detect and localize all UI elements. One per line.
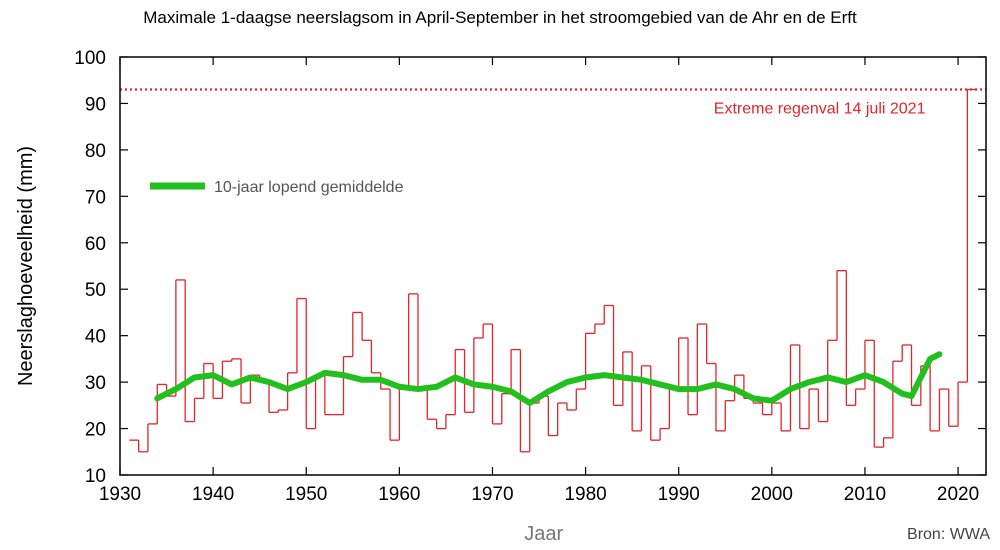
y-tick-label: 90 <box>85 94 106 115</box>
x-tick-label: 2020 <box>937 484 979 505</box>
x-tick-label: 1930 <box>99 484 141 505</box>
y-tick-label: 10 <box>85 466 106 487</box>
y-axis-label: Neerslaghoeveelheid (mm) <box>15 146 37 386</box>
y-tick-label: 100 <box>74 48 106 69</box>
x-axis-label: Jaar <box>524 523 563 545</box>
x-tick-label: 2010 <box>844 484 886 505</box>
y-tick-label: 50 <box>85 280 106 301</box>
y-tick-label: 60 <box>85 234 106 255</box>
x-tick-label: 1940 <box>192 484 234 505</box>
series-annual-max <box>129 88 977 453</box>
axes: 10 20 30 40 50 60 70 80 90 100 1930 1940 1950 1960 197… <box>74 48 986 505</box>
y-tick-label: 40 <box>85 327 106 348</box>
x-tick-label: 1950 <box>285 484 327 505</box>
reference-line-label: Extreme regenval 14 juli 2021 <box>714 101 926 118</box>
x-tick-label: 1970 <box>471 484 513 505</box>
series-running-mean <box>154 351 943 407</box>
chart-title: Maximale 1-daagse neerslagsom in April-S… <box>143 8 857 27</box>
legend-label-mean: 10-jaar lopend gemiddelde <box>214 179 404 196</box>
plot-marks <box>120 88 986 453</box>
x-tick-label: 1960 <box>378 484 420 505</box>
legend: 10-jaar lopend gemiddelde <box>150 179 404 196</box>
source-credit: Bron: WWA <box>907 526 990 543</box>
y-tick-label: 30 <box>85 373 106 394</box>
y-tick-label: 20 <box>85 420 106 441</box>
y-tick-label: 70 <box>85 187 106 208</box>
y-tick-label: 80 <box>85 141 106 162</box>
plot-frame <box>119 56 987 476</box>
x-tick-label: 2000 <box>751 484 793 505</box>
x-tick-label: 1980 <box>564 484 606 505</box>
x-tick-label: 1990 <box>658 484 700 505</box>
